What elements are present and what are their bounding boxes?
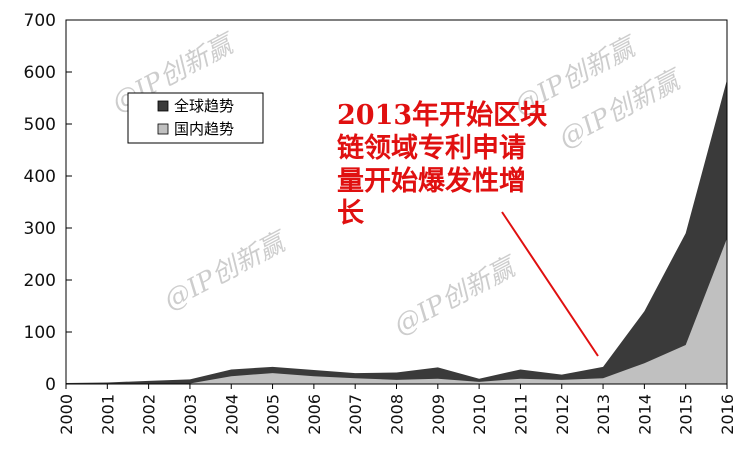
x-tick-label: 2011 xyxy=(511,394,530,435)
x-tick-label: 2004 xyxy=(222,394,241,435)
legend-swatch-domestic xyxy=(157,123,169,135)
legend-swatch-global xyxy=(157,100,169,112)
x-tick-label: 2014 xyxy=(635,394,654,435)
annotation-line-1: 2013年开始区块 xyxy=(337,99,548,131)
y-tick-label: 0 xyxy=(45,375,56,395)
legend-label-global: 全球趋势 xyxy=(174,97,234,115)
annotation: 2013年开始区块 链领域专利申请 量开始爆发性增 长 xyxy=(337,99,599,357)
y-tick-label: 200 xyxy=(24,271,56,291)
y-tick-label: 600 xyxy=(24,63,56,83)
annotation-line-3: 量开始爆发性增 xyxy=(337,165,526,197)
y-tick-label: 700 xyxy=(24,11,56,31)
x-tick-label: 2000 xyxy=(57,394,76,435)
y-tick-label: 500 xyxy=(24,115,56,135)
watermark: @IP创新赢 xyxy=(159,226,293,316)
x-tick-label: 2001 xyxy=(98,394,117,435)
x-axis-ticks: 2000 2001 2002 2003 2004 2005 2006 2007 2008 2009… xyxy=(57,384,737,435)
x-tick-label: 2007 xyxy=(346,394,365,435)
y-axis-ticks: 0 100 200 300 400 500 600 700 xyxy=(24,11,72,395)
x-tick-label: 2010 xyxy=(470,394,489,435)
x-tick-label: 2009 xyxy=(429,394,448,435)
area-series-domestic xyxy=(66,238,727,384)
annotation-line-2: 链领域专利申请 xyxy=(337,132,526,164)
annotation-arrow xyxy=(501,211,599,357)
legend-box xyxy=(127,92,264,144)
legend-label-domestic: 国内趋势 xyxy=(174,120,234,138)
x-tick-label: 2006 xyxy=(305,394,324,435)
x-tick-label: 2003 xyxy=(181,394,200,435)
x-tick-label: 2015 xyxy=(677,394,696,435)
x-tick-label: 2002 xyxy=(140,394,159,435)
area-series-global xyxy=(66,79,727,385)
x-tick-label: 2012 xyxy=(553,394,572,435)
watermark: @IP创新赢 xyxy=(389,251,523,341)
legend: 全球趋势 国内趋势 xyxy=(127,92,264,144)
x-tick-label: 2016 xyxy=(718,394,737,435)
annotation-line-4: 长 xyxy=(337,198,365,229)
x-tick-label: 2008 xyxy=(388,394,407,435)
y-tick-label: 400 xyxy=(24,167,56,187)
y-tick-label: 100 xyxy=(24,323,56,343)
y-tick-label: 300 xyxy=(24,219,56,239)
x-tick-label: 2013 xyxy=(594,394,613,435)
x-tick-label: 2005 xyxy=(264,394,283,435)
